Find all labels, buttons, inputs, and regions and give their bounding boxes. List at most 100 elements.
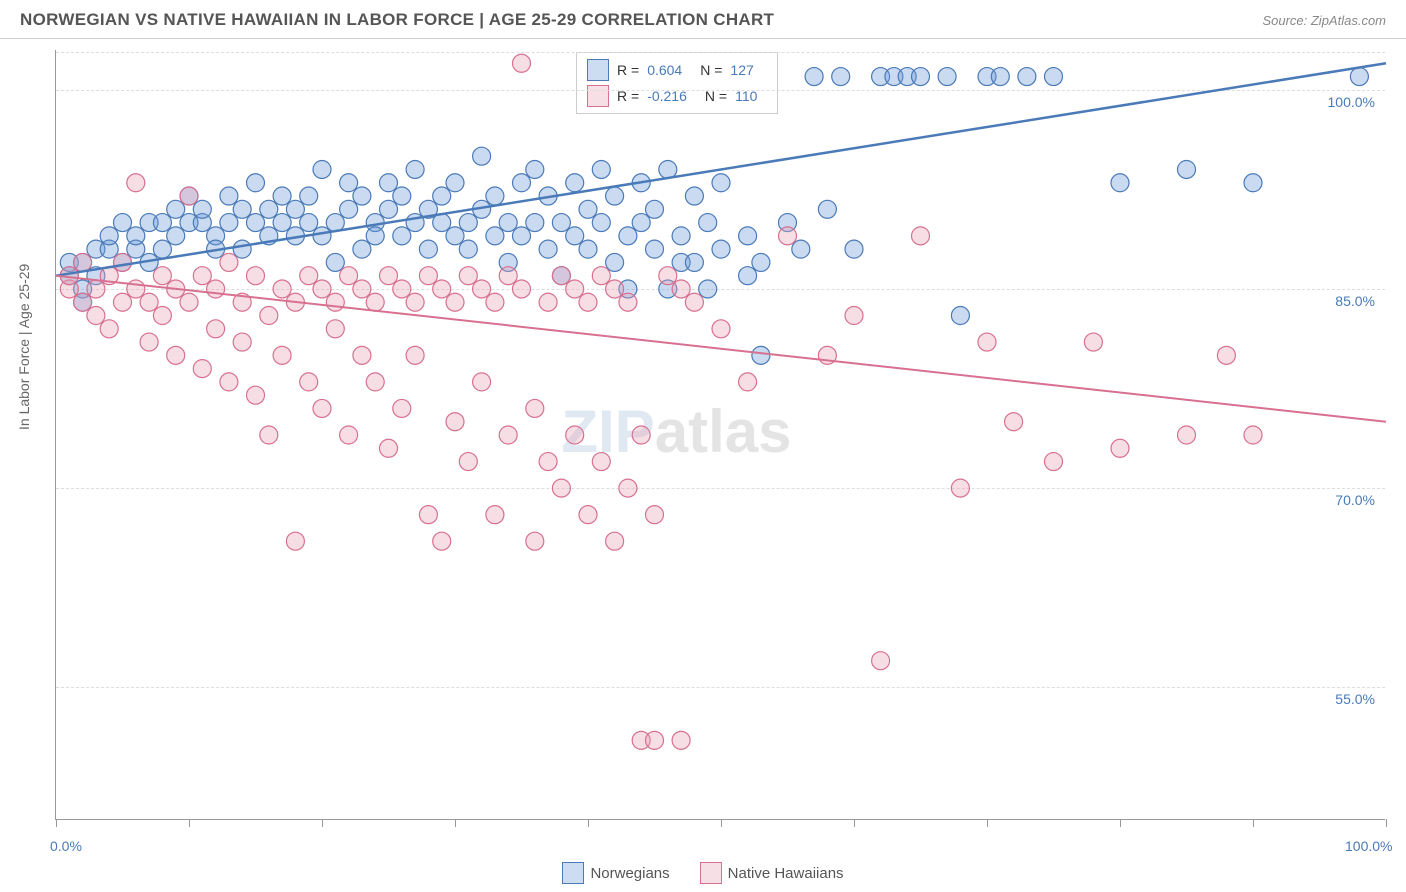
data-point: [579, 506, 597, 524]
data-point: [273, 346, 291, 364]
data-point: [393, 280, 411, 298]
data-point: [140, 293, 158, 311]
data-point: [566, 227, 584, 245]
data-point: [539, 293, 557, 311]
data-point: [247, 174, 265, 192]
data-point: [340, 267, 358, 285]
data-point: [273, 214, 291, 232]
x-tick: [987, 819, 988, 827]
data-point: [672, 227, 690, 245]
data-point: [153, 214, 171, 232]
data-point: [340, 200, 358, 218]
data-point: [951, 479, 969, 497]
data-point: [193, 200, 211, 218]
data-point: [313, 227, 331, 245]
data-point: [912, 227, 930, 245]
x-tick: [455, 819, 456, 827]
data-point: [433, 280, 451, 298]
data-point: [286, 200, 304, 218]
data-point: [220, 214, 238, 232]
data-point: [1350, 68, 1368, 86]
data-point: [592, 214, 610, 232]
data-point: [380, 267, 398, 285]
x-tick: [721, 819, 722, 827]
data-point: [845, 240, 863, 258]
data-point: [286, 532, 304, 550]
data-point: [406, 346, 424, 364]
data-point: [579, 200, 597, 218]
data-point: [486, 187, 504, 205]
data-point: [938, 68, 956, 86]
data-point: [140, 333, 158, 351]
data-point: [167, 227, 185, 245]
data-point: [247, 267, 265, 285]
data-point: [220, 373, 238, 391]
data-point: [366, 373, 384, 391]
data-point: [606, 253, 624, 271]
data-point: [300, 214, 318, 232]
data-point: [340, 426, 358, 444]
data-point: [1178, 160, 1196, 178]
data-point: [380, 174, 398, 192]
data-point: [526, 214, 544, 232]
data-point: [207, 320, 225, 338]
data-point: [499, 214, 517, 232]
chart-source: Source: ZipAtlas.com: [1262, 13, 1386, 28]
data-point: [513, 174, 531, 192]
data-point: [273, 280, 291, 298]
legend-swatch: [700, 862, 722, 884]
data-point: [100, 320, 118, 338]
data-point: [207, 280, 225, 298]
data-point: [459, 240, 477, 258]
data-point: [513, 227, 531, 245]
data-point: [792, 240, 810, 258]
data-point: [127, 227, 145, 245]
data-point: [326, 293, 344, 311]
legend-swatch: [562, 862, 584, 884]
data-point: [513, 54, 531, 72]
data-point: [486, 293, 504, 311]
data-point: [313, 280, 331, 298]
data-point: [180, 293, 198, 311]
data-point: [406, 160, 424, 178]
data-point: [260, 307, 278, 325]
data-point: [353, 187, 371, 205]
data-point: [712, 320, 730, 338]
data-point: [473, 373, 491, 391]
data-point: [446, 293, 464, 311]
data-point: [260, 426, 278, 444]
data-point: [326, 320, 344, 338]
data-point: [699, 214, 717, 232]
data-point: [592, 267, 610, 285]
data-point: [459, 214, 477, 232]
data-point: [1084, 333, 1102, 351]
data-point: [380, 439, 398, 457]
data-point: [606, 280, 624, 298]
data-point: [233, 240, 251, 258]
data-point: [393, 227, 411, 245]
data-point: [100, 227, 118, 245]
data-point: [632, 214, 650, 232]
data-point: [419, 506, 437, 524]
data-point: [672, 731, 690, 749]
data-point: [646, 731, 664, 749]
data-point: [233, 333, 251, 351]
data-point: [579, 240, 597, 258]
data-point: [872, 652, 890, 670]
data-point: [300, 187, 318, 205]
data-point: [739, 267, 757, 285]
data-point: [779, 227, 797, 245]
data-point: [912, 68, 930, 86]
data-point: [473, 280, 491, 298]
x-tick: [854, 819, 855, 827]
data-point: [446, 174, 464, 192]
data-point: [300, 267, 318, 285]
data-point: [606, 532, 624, 550]
data-point: [419, 267, 437, 285]
data-point: [406, 293, 424, 311]
data-point: [220, 253, 238, 271]
scatter-chart: ZIPatlas R =0.604N =127R =-0.216N =110 5…: [55, 50, 1385, 820]
data-point: [193, 360, 211, 378]
data-point: [539, 240, 557, 258]
data-point: [1111, 439, 1129, 457]
